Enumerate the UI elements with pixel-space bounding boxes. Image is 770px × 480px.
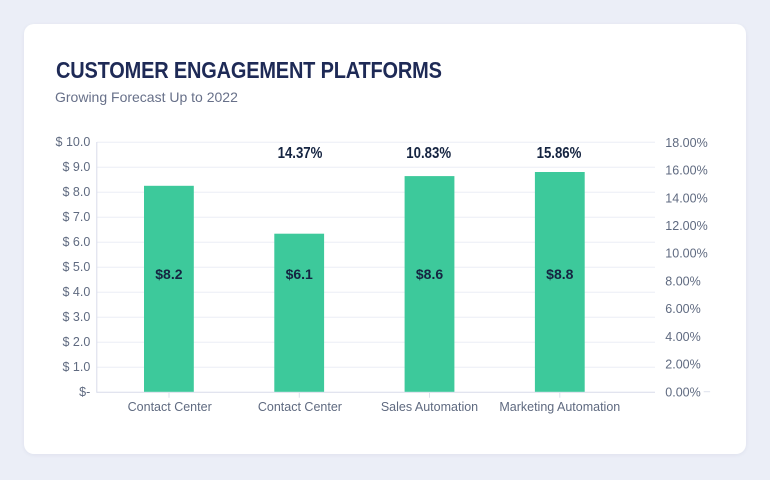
svg-text:14.37%: 14.37% — [278, 145, 323, 162]
svg-text:$8.8: $8.8 — [546, 266, 573, 282]
svg-text:18.00%: 18.00% — [665, 136, 707, 150]
svg-text:$ 10.0: $ 10.0 — [56, 135, 91, 149]
svg-text:6.00%: 6.00% — [665, 302, 700, 316]
svg-text:10.00%: 10.00% — [665, 247, 707, 261]
svg-text:4.00%: 4.00% — [665, 330, 700, 344]
svg-text:$ 5.0: $ 5.0 — [62, 260, 90, 274]
svg-text:Contact Center: Contact Center — [258, 400, 342, 414]
svg-text:$ 2.0: $ 2.0 — [62, 335, 90, 349]
svg-text:$ 4.0: $ 4.0 — [62, 285, 90, 299]
svg-text:14.00%: 14.00% — [665, 191, 707, 205]
svg-text:0.00%: 0.00% — [665, 385, 700, 399]
svg-text:$ 8.0: $ 8.0 — [62, 185, 90, 199]
svg-text:$8.6: $8.6 — [416, 266, 443, 282]
svg-text:Marketing Automation: Marketing Automation — [499, 400, 620, 414]
svg-text:$ 7.0: $ 7.0 — [62, 210, 90, 224]
svg-text:8.00%: 8.00% — [665, 274, 700, 288]
svg-text:$6.1: $6.1 — [286, 266, 313, 282]
svg-text:Sales Automation: Sales Automation — [381, 400, 478, 414]
svg-text:2.00%: 2.00% — [665, 358, 700, 372]
svg-text:16.00%: 16.00% — [665, 164, 707, 178]
svg-text:$ 1.0: $ 1.0 — [62, 360, 90, 374]
svg-text:$ 6.0: $ 6.0 — [62, 235, 90, 249]
svg-text:$-: $- — [79, 385, 90, 399]
svg-text:$ 9.0: $ 9.0 — [62, 160, 90, 174]
svg-text:12.00%: 12.00% — [665, 219, 707, 233]
svg-text:15.86%: 15.86% — [537, 145, 582, 162]
svg-text:Contact Center: Contact Center — [128, 400, 212, 414]
svg-text:$ 3.0: $ 3.0 — [62, 310, 90, 324]
svg-text:10.83%: 10.83% — [406, 145, 451, 162]
svg-text:$8.2: $8.2 — [155, 266, 182, 282]
